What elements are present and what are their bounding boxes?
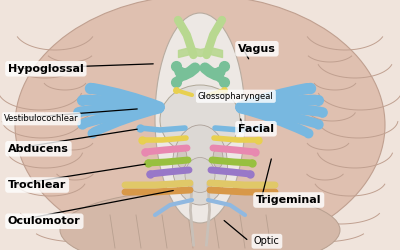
Ellipse shape (177, 148, 187, 168)
Ellipse shape (213, 148, 223, 168)
Text: Hypoglossal: Hypoglossal (8, 64, 84, 74)
Ellipse shape (185, 158, 215, 192)
Text: Trochlear: Trochlear (8, 180, 66, 190)
Text: Vestibulocochlear: Vestibulocochlear (4, 114, 79, 123)
Text: Glossopharyngeal: Glossopharyngeal (198, 92, 274, 101)
Text: Facial: Facial (238, 124, 274, 134)
Text: Trigeminal: Trigeminal (256, 195, 322, 205)
Text: Vagus: Vagus (238, 44, 276, 54)
Ellipse shape (160, 85, 240, 155)
Ellipse shape (155, 13, 245, 223)
Text: Abducens: Abducens (8, 144, 69, 154)
Ellipse shape (172, 125, 228, 205)
Text: Optic: Optic (254, 236, 280, 246)
Ellipse shape (15, 0, 385, 250)
Ellipse shape (60, 190, 340, 250)
Text: Oculomotor: Oculomotor (8, 216, 81, 226)
